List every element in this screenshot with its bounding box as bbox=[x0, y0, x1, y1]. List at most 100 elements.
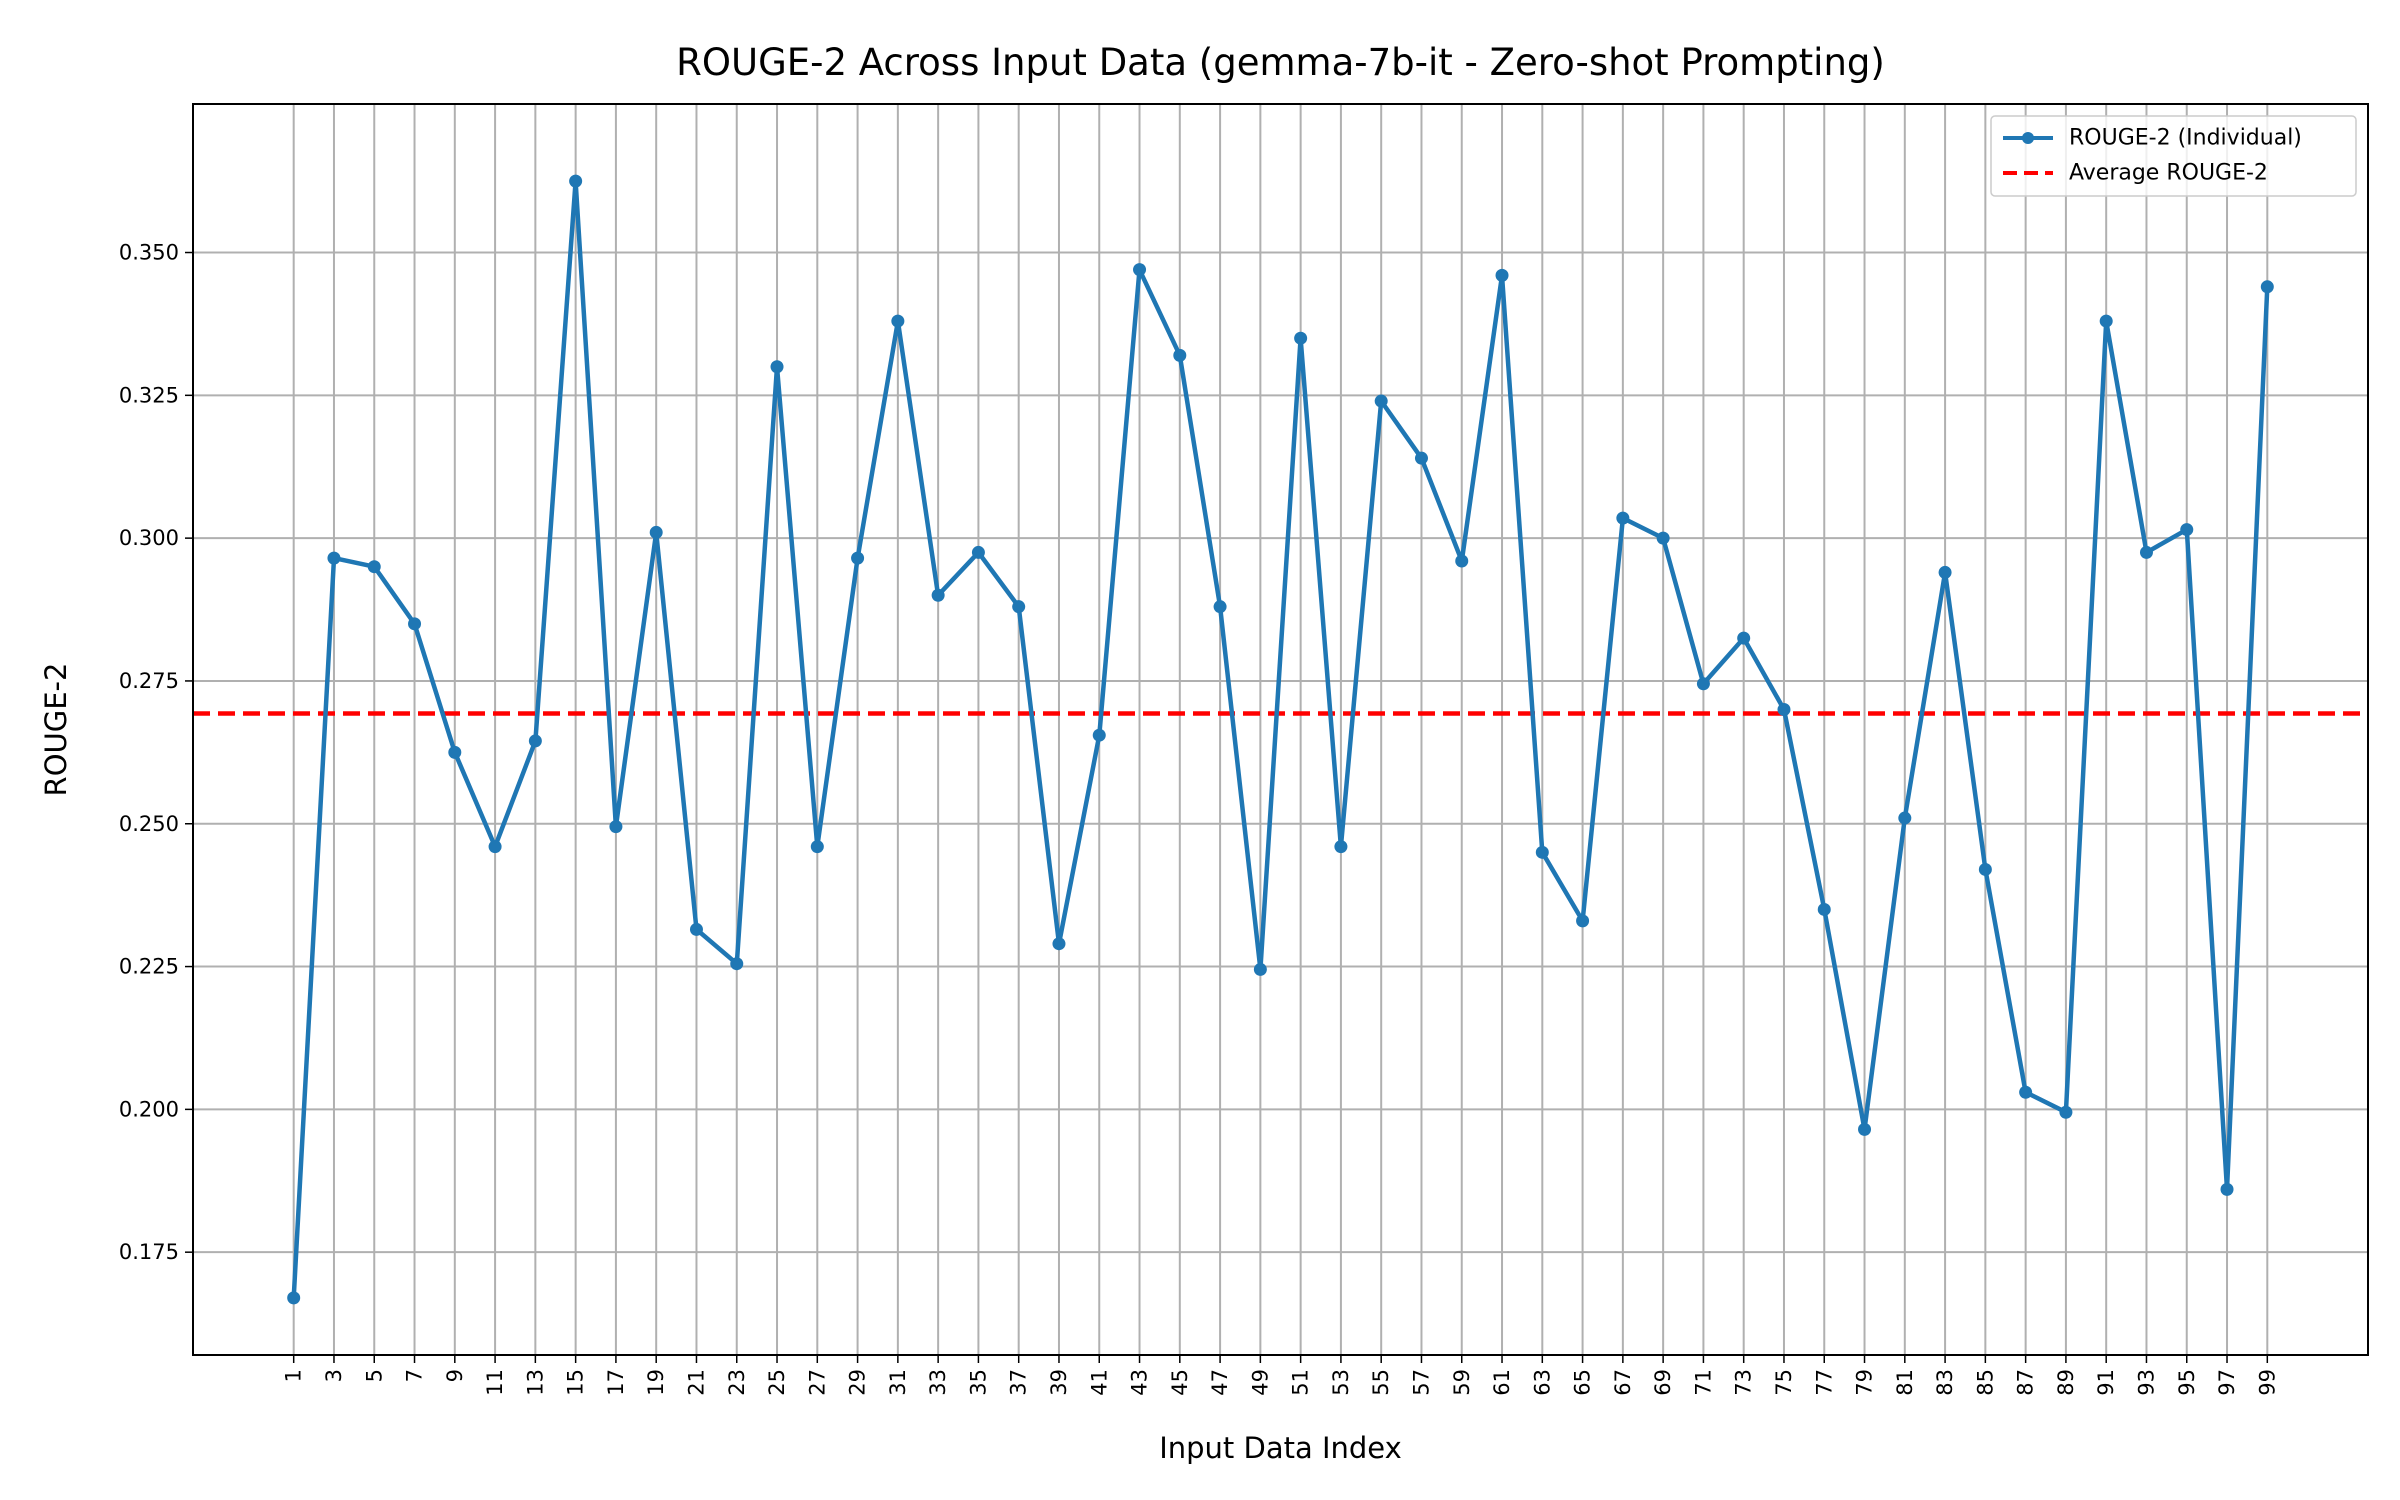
data-point bbox=[1052, 937, 1066, 951]
x-tick-label: 39 bbox=[1047, 1369, 1071, 1396]
x-tick-label: 7 bbox=[403, 1369, 427, 1382]
data-point bbox=[1858, 1122, 1872, 1136]
x-tick-label: 95 bbox=[2175, 1369, 2199, 1396]
x-tick-label: 57 bbox=[1409, 1369, 1433, 1396]
x-tick-label: 97 bbox=[2215, 1369, 2239, 1396]
x-tick-label: 51 bbox=[1289, 1369, 1313, 1396]
x-tick-label: 13 bbox=[523, 1369, 547, 1396]
data-point bbox=[1696, 677, 1710, 691]
data-point bbox=[1576, 914, 1590, 928]
data-point bbox=[488, 840, 502, 854]
x-tick-label: 53 bbox=[1329, 1369, 1353, 1396]
x-axis-label: Input Data Index bbox=[1159, 1431, 1402, 1465]
x-tick-label: 63 bbox=[1530, 1369, 1554, 1396]
data-point bbox=[1656, 531, 1670, 545]
x-tick-label: 1 bbox=[282, 1369, 306, 1382]
x-tick-label: 73 bbox=[1732, 1369, 1756, 1396]
data-point bbox=[1817, 902, 1831, 916]
y-tick-label: 0.325 bbox=[119, 383, 179, 407]
y-axis-ticks: 0.175 0.200 0.225 0.250 0.275 0.300 0.325 0.350 bbox=[119, 241, 193, 1264]
x-tick-label: 55 bbox=[1369, 1369, 1393, 1396]
x-tick-label: 83 bbox=[1933, 1369, 1957, 1396]
x-tick-label: 99 bbox=[2255, 1369, 2279, 1396]
legend: ROUGE-2 (Individual) Average ROUGE-2 bbox=[1990, 115, 2357, 197]
data-point bbox=[971, 545, 985, 559]
data-point bbox=[649, 525, 663, 539]
legend-box bbox=[1990, 115, 2357, 197]
data-point bbox=[448, 745, 462, 759]
x-tick-label: 67 bbox=[1611, 1369, 1635, 1396]
x-tick-label: 33 bbox=[926, 1369, 950, 1396]
x-tick-label: 81 bbox=[1893, 1369, 1917, 1396]
x-tick-label: 11 bbox=[483, 1369, 507, 1396]
data-point bbox=[1414, 451, 1428, 465]
x-tick-label: 59 bbox=[1450, 1369, 1474, 1396]
x-axis-ticks: 1 3 5 7 9 11 13 15 17 19 21 23 25 27 29 31 33 35 37 39 41 43 4… bbox=[282, 1355, 2279, 1396]
data-point bbox=[2260, 280, 2274, 294]
x-tick-label: 5 bbox=[362, 1369, 386, 1382]
x-tick-label: 43 bbox=[1128, 1369, 1152, 1396]
x-tick-label: 29 bbox=[846, 1369, 870, 1396]
data-point bbox=[2139, 545, 2153, 559]
x-tick-label: 89 bbox=[2054, 1369, 2078, 1396]
x-tick-label: 9 bbox=[443, 1369, 467, 1382]
y-tick-label: 0.250 bbox=[119, 812, 179, 836]
x-tick-label: 61 bbox=[1490, 1369, 1514, 1396]
data-point bbox=[2099, 314, 2113, 328]
x-tick-label: 49 bbox=[1248, 1369, 1272, 1396]
data-point bbox=[1535, 845, 1549, 859]
data-point bbox=[689, 922, 703, 936]
x-tick-label: 27 bbox=[805, 1369, 829, 1396]
data-point bbox=[569, 174, 583, 188]
data-point bbox=[1938, 565, 1952, 579]
x-tick-label: 21 bbox=[684, 1369, 708, 1396]
data-point bbox=[1495, 268, 1509, 282]
data-point bbox=[1294, 331, 1308, 345]
data-point bbox=[609, 820, 623, 834]
data-point bbox=[2220, 1182, 2234, 1196]
data-point bbox=[1898, 811, 1912, 825]
x-tick-label: 47 bbox=[1208, 1369, 1232, 1396]
series-line bbox=[291, 178, 2270, 1299]
data-point bbox=[1133, 263, 1147, 277]
y-axis-label: ROUGE-2 bbox=[39, 663, 73, 797]
data-point bbox=[2180, 523, 2194, 537]
data-point bbox=[931, 588, 945, 602]
y-tick-label: 0.350 bbox=[119, 241, 179, 265]
x-tick-label: 45 bbox=[1168, 1369, 1192, 1396]
x-tick-label: 25 bbox=[765, 1369, 789, 1396]
grid bbox=[193, 104, 2368, 1355]
data-point bbox=[2059, 1105, 2073, 1119]
data-point bbox=[1616, 511, 1630, 525]
data-point bbox=[1334, 840, 1348, 854]
legend-series-marker bbox=[2022, 132, 2034, 144]
x-tick-label: 85 bbox=[1973, 1369, 1997, 1396]
data-point bbox=[1374, 394, 1388, 408]
y-tick-label: 0.275 bbox=[119, 669, 179, 693]
x-tick-label: 31 bbox=[886, 1369, 910, 1396]
data-point bbox=[730, 957, 744, 971]
x-tick-label: 75 bbox=[1772, 1369, 1796, 1396]
legend-average-label: Average ROUGE-2 bbox=[2069, 161, 2268, 186]
series-layer bbox=[287, 174, 2274, 1305]
x-tick-label: 87 bbox=[2014, 1369, 2038, 1396]
x-tick-label: 71 bbox=[1691, 1369, 1715, 1396]
data-point bbox=[1173, 348, 1187, 362]
x-tick-label: 79 bbox=[1853, 1369, 1877, 1396]
data-point bbox=[891, 314, 905, 328]
x-tick-label: 91 bbox=[2094, 1369, 2118, 1396]
x-tick-label: 17 bbox=[604, 1369, 628, 1396]
data-point bbox=[1737, 631, 1751, 645]
data-point bbox=[367, 560, 381, 574]
x-tick-label: 15 bbox=[564, 1369, 588, 1396]
y-tick-label: 0.200 bbox=[119, 1097, 179, 1121]
legend-series-label: ROUGE-2 (Individual) bbox=[2069, 126, 2302, 151]
data-point bbox=[2019, 1085, 2033, 1099]
x-tick-label: 65 bbox=[1571, 1369, 1595, 1396]
data-point bbox=[408, 617, 422, 631]
y-tick-label: 0.225 bbox=[119, 955, 179, 979]
x-tick-label: 77 bbox=[1812, 1369, 1836, 1396]
x-tick-label: 35 bbox=[966, 1369, 990, 1396]
x-tick-label: 23 bbox=[725, 1369, 749, 1396]
